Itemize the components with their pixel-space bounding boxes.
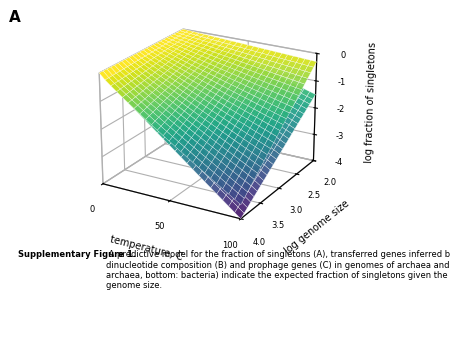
Text: A: A [9, 10, 21, 25]
Text: Supplementary Figure 1.: Supplementary Figure 1. [18, 250, 136, 259]
Text: A predictive model for the fraction of singletons (A), transferred genes inferre: A predictive model for the fraction of s… [106, 250, 450, 290]
Y-axis label: log genome size: log genome size [283, 198, 351, 256]
X-axis label: temperature, C: temperature, C [109, 234, 184, 262]
